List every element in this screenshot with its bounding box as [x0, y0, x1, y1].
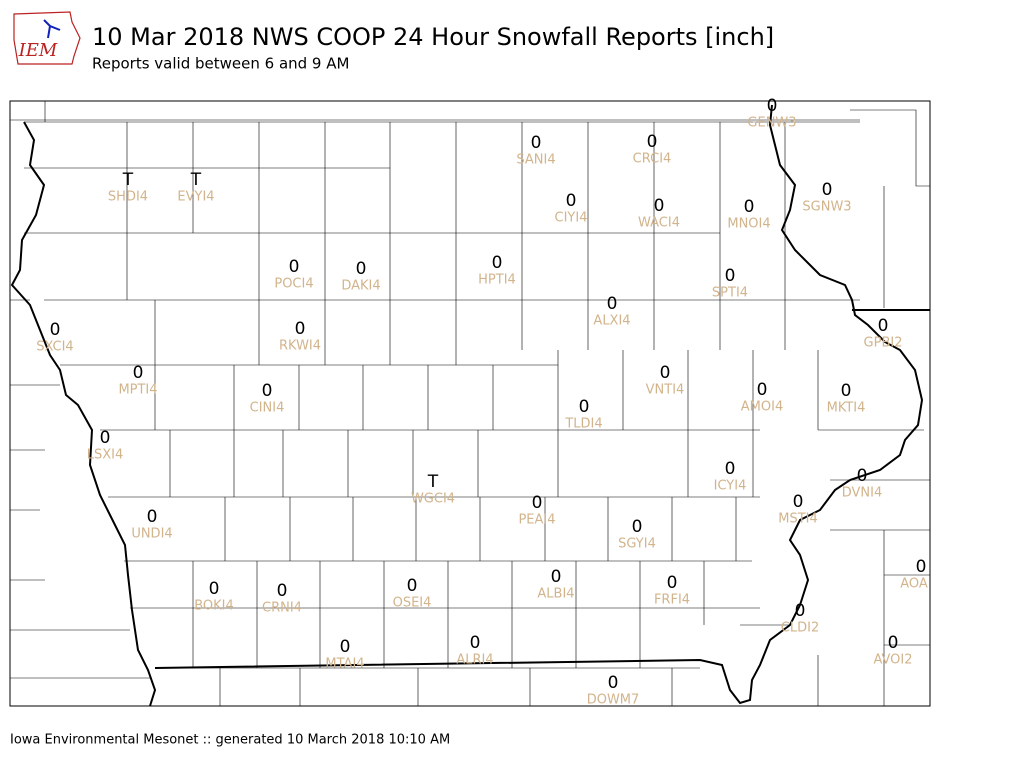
report-value: 0 — [289, 257, 300, 277]
subtitle: Reports valid between 6 and 9 AM — [92, 55, 349, 73]
report-value: 0 — [551, 567, 562, 587]
station-id: TLDI4 — [564, 417, 602, 432]
state-border — [10, 104, 930, 707]
report-value: 0 — [660, 363, 671, 383]
station-id: GPBI2 — [864, 336, 903, 351]
report-value: 0 — [147, 507, 158, 527]
station-id: CRNI4 — [262, 601, 302, 616]
station-id: RKWI4 — [279, 339, 321, 354]
station-id: SGNW3 — [802, 200, 851, 215]
report-value: 0 — [407, 576, 418, 596]
station-id: HPTI4 — [478, 273, 516, 288]
station-id: AMOI4 — [741, 400, 783, 415]
footer: Iowa Environmental Mesonet :: generated … — [10, 733, 450, 748]
report-value: 0 — [470, 633, 481, 653]
station-id: ALXI4 — [593, 314, 630, 329]
station-id: AVOI2 — [873, 653, 912, 668]
report-value: 0 — [725, 266, 736, 286]
report-value: 0 — [492, 253, 503, 273]
report-value: 0 — [647, 132, 658, 152]
report-value: 0 — [579, 397, 590, 417]
station-id: CIYI4 — [555, 211, 588, 226]
report-value: 0 — [50, 320, 61, 340]
report-value: 0 — [133, 363, 144, 383]
stations: TSHDI4TEVYI40SANI40CRCI40GENW30CIYI40WAC… — [36, 96, 928, 708]
station-id: VNTI4 — [646, 383, 685, 398]
report-value: 0 — [793, 492, 804, 512]
station-id: ALRI4 — [456, 653, 493, 668]
report-value: 0 — [757, 380, 768, 400]
station-id: AOA — [900, 577, 928, 592]
report-value: 0 — [744, 197, 755, 217]
station-id: MSTI4 — [778, 512, 818, 527]
county-lines — [10, 101, 930, 706]
station-id: CINI4 — [250, 401, 285, 416]
report-value: 0 — [356, 259, 367, 279]
report-value: 0 — [822, 180, 833, 200]
report-value: 0 — [888, 633, 899, 653]
station-id: OSEI4 — [393, 596, 432, 611]
report-value: 0 — [209, 579, 220, 599]
report-value: 0 — [532, 493, 543, 513]
station-id: SHDI4 — [108, 190, 148, 205]
report-value: 0 — [667, 573, 678, 593]
report-value: 0 — [340, 637, 351, 657]
station-id: GENW3 — [747, 116, 796, 131]
station-id: EVYI4 — [177, 190, 214, 205]
station-id: DOWM7 — [587, 693, 640, 708]
report-value: 0 — [878, 316, 889, 336]
report-value: 0 — [277, 581, 288, 601]
title: 10 Mar 2018 NWS COOP 24 Hour Snowfall Re… — [92, 23, 774, 51]
station-id: CRCI4 — [633, 152, 672, 167]
station-id: UNDI4 — [131, 527, 172, 542]
report-value: 0 — [857, 466, 868, 486]
station-id: MPTI4 — [118, 383, 157, 398]
report-value: T — [122, 170, 134, 190]
station-id: SANI4 — [516, 153, 555, 168]
station-id: WGCI4 — [411, 492, 455, 507]
station-id: SGYI4 — [618, 537, 656, 552]
report-value: 0 — [608, 673, 619, 693]
station-id: MKTI4 — [827, 401, 866, 416]
station-id: WACI4 — [638, 216, 680, 231]
report-value: 0 — [632, 517, 643, 537]
report-value: T — [427, 472, 439, 492]
logo: IEM — [13, 11, 81, 65]
station-id: DAKI4 — [341, 279, 380, 294]
report-value: 0 — [841, 381, 852, 401]
station-id: ALBI4 — [537, 587, 574, 602]
station-id: BOKI4 — [194, 599, 234, 614]
logo-text: IEM — [18, 40, 58, 61]
station-id: DVNI4 — [842, 486, 883, 501]
station-id: SPTI4 — [712, 286, 748, 301]
station-id: FRFI4 — [654, 593, 690, 608]
report-value: 0 — [100, 428, 111, 448]
report-value: 0 — [916, 557, 927, 577]
station-id: CLDI2 — [781, 621, 819, 636]
report-value: 0 — [566, 191, 577, 211]
report-value: 0 — [767, 96, 778, 116]
map: TSHDI4TEVYI40SANI40CRCI40GENW30CIYI40WAC… — [9, 96, 931, 708]
report-value: 0 — [795, 601, 806, 621]
report-value: 0 — [654, 196, 665, 216]
station-id: POCI4 — [274, 277, 313, 292]
report-value: T — [190, 170, 202, 190]
station-id: MNOI4 — [727, 217, 770, 232]
report-value: 0 — [262, 381, 273, 401]
station-id: LSXI4 — [87, 448, 124, 463]
report-value: 0 — [295, 319, 306, 339]
station-id: SXCI4 — [36, 340, 73, 355]
station-id: ICYI4 — [714, 479, 747, 494]
station-id: MTAI4 — [325, 657, 364, 672]
report-value: 0 — [725, 459, 736, 479]
station-id: PEAI4 — [518, 513, 555, 528]
report-value: 0 — [607, 294, 618, 314]
report-value: 0 — [531, 133, 542, 153]
